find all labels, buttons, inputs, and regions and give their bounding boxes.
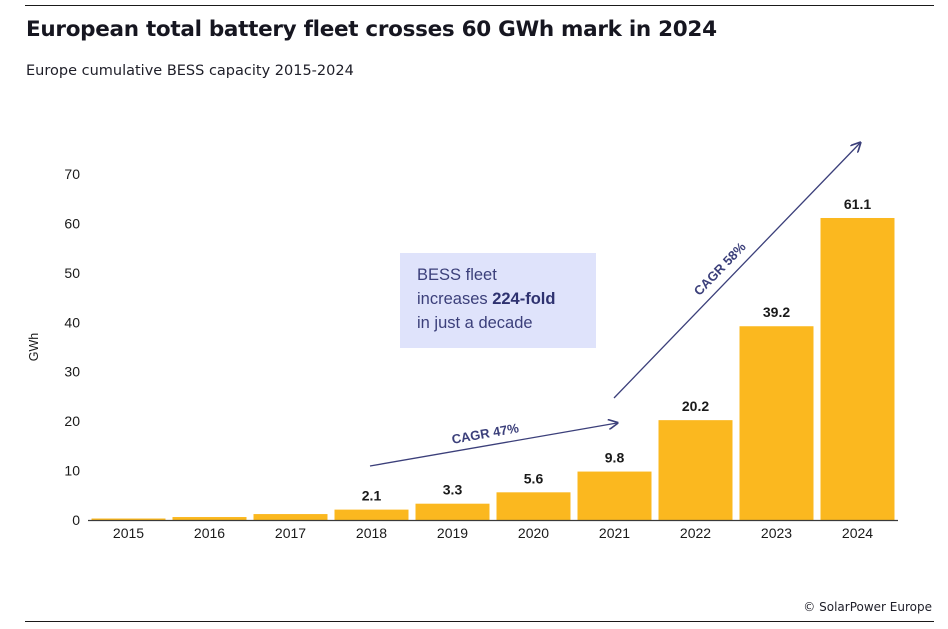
bar-2015 [91, 518, 166, 520]
y-axis-label: GWh [27, 333, 41, 362]
data-label-2020: 5.6 [524, 470, 544, 486]
callout-line-2-prefix: increases [417, 290, 493, 308]
data-label-2024: 61.1 [844, 196, 871, 212]
x-tick-label-2019: 2019 [437, 525, 468, 541]
x-tick-label-2018: 2018 [356, 525, 387, 541]
x-tick-label-2017: 2017 [275, 525, 306, 541]
bar-2020 [496, 492, 571, 520]
y-tick-label: 30 [64, 364, 80, 380]
x-tick-label-2022: 2022 [680, 525, 711, 541]
top-rule [25, 5, 934, 6]
cagr-47-arrow [369, 423, 617, 467]
bar-2019 [415, 503, 490, 520]
x-tick-label-2023: 2023 [761, 525, 792, 541]
cagr-58-arrow [613, 143, 860, 399]
x-tick-label-2021: 2021 [599, 525, 630, 541]
x-tick-label-2015: 2015 [113, 525, 144, 541]
y-tick-label: 70 [64, 166, 80, 182]
x-tick-label-2020: 2020 [518, 525, 549, 541]
bar-2017 [253, 514, 328, 520]
y-tick-label: 60 [64, 215, 80, 231]
callout-line-3: in just a decade [417, 314, 533, 332]
bar-2018 [334, 509, 409, 520]
cagr-58-label: CAGR 58% [691, 239, 749, 299]
data-label-2019: 3.3 [443, 482, 463, 498]
bottom-rule [25, 621, 934, 622]
y-tick-label: 20 [64, 413, 80, 429]
data-label-2023: 39.2 [763, 304, 790, 320]
bar-2021 [577, 471, 652, 520]
chart-title: European total battery fleet crosses 60 … [26, 17, 717, 42]
x-tick-label-2016: 2016 [194, 525, 225, 541]
callout-box: BESS fleet increases 224-fold in just a … [400, 253, 596, 348]
callout-line-1: BESS fleet [417, 266, 497, 284]
bar-2023 [739, 326, 814, 520]
bar-2024 [820, 217, 895, 520]
bar-2022 [658, 420, 733, 520]
y-tick-label: 0 [72, 512, 80, 528]
y-tick-label: 10 [64, 463, 80, 479]
cagr-47-label: CAGR 47% [450, 420, 520, 447]
source-credit: © SolarPower Europe [803, 600, 932, 614]
chart-subtitle: Europe cumulative BESS capacity 2015-202… [26, 63, 354, 79]
y-tick-label: 50 [64, 265, 80, 281]
callout-line-2: increases 224-fold [417, 287, 596, 311]
callout-highlight: 224-fold [492, 290, 556, 308]
data-label-2018: 2.1 [362, 488, 382, 504]
bar-2016 [172, 517, 247, 520]
y-tick-label: 40 [64, 314, 80, 330]
data-label-2022: 20.2 [682, 398, 709, 414]
data-label-2021: 9.8 [605, 450, 625, 466]
x-tick-label-2024: 2024 [842, 525, 873, 541]
